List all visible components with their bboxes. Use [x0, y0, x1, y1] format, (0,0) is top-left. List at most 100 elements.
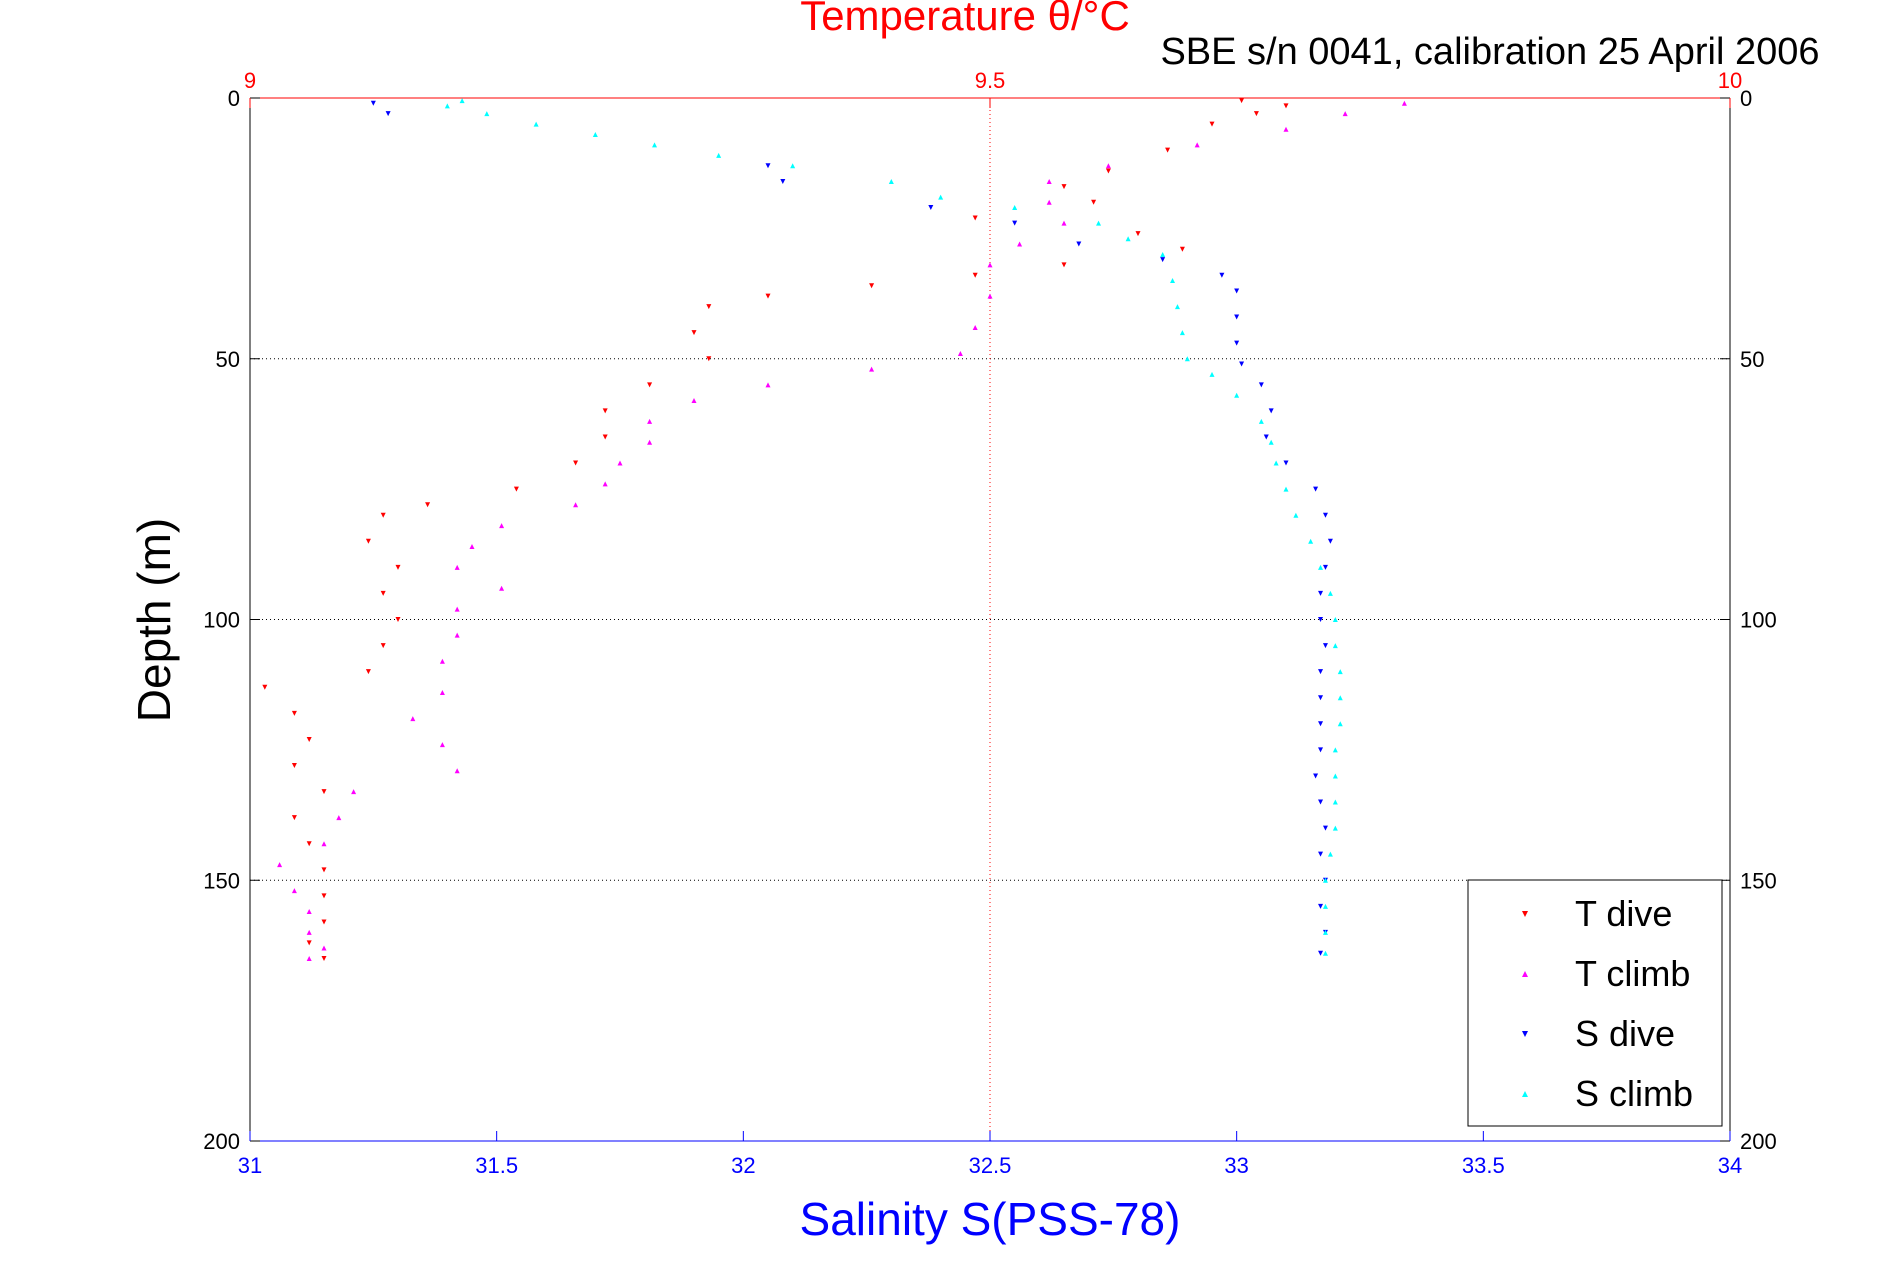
point-s-dive	[1318, 669, 1324, 675]
point-s-dive	[385, 111, 391, 117]
point-t-climb	[1017, 241, 1023, 247]
point-s-dive	[1318, 590, 1324, 596]
point-s-climb	[1318, 564, 1324, 570]
point-s-climb	[888, 178, 894, 184]
point-t-dive	[1253, 111, 1259, 117]
point-s-climb	[1179, 330, 1185, 336]
point-s-dive	[780, 178, 786, 184]
x-tick-label: 33.5	[1462, 1153, 1505, 1178]
point-t-dive	[291, 763, 297, 769]
point-t-dive	[706, 304, 712, 310]
point-s-climb	[1332, 825, 1338, 831]
point-t-dive	[365, 538, 371, 544]
point-t-climb	[1283, 126, 1289, 132]
x-axis-label: Salinity S(PSS-78)	[800, 1193, 1181, 1245]
point-t-dive	[306, 841, 312, 847]
point-t-dive	[306, 940, 312, 946]
point-t-climb	[617, 460, 623, 466]
legend-label-s-climb: S climb	[1575, 1073, 1693, 1114]
x-tick-label: 33	[1224, 1153, 1248, 1178]
point-t-climb	[987, 293, 993, 299]
point-t-dive	[380, 643, 386, 649]
point-t-climb	[454, 632, 460, 638]
point-t-dive	[972, 272, 978, 278]
point-s-climb	[1125, 236, 1131, 242]
point-t-dive	[602, 434, 608, 440]
y-tick-label: 100	[203, 608, 240, 633]
chart-title: Temperature θ/°C	[800, 0, 1130, 39]
point-t-climb	[1046, 178, 1052, 184]
point-s-climb	[1337, 695, 1343, 701]
legend-marker-t-climb	[1522, 971, 1528, 977]
point-t-dive	[395, 564, 401, 570]
point-s-dive	[1322, 564, 1328, 570]
legend-marker-t-dive	[1522, 911, 1528, 917]
point-s-climb	[1184, 356, 1190, 362]
point-s-dive	[1283, 460, 1289, 466]
point-s-dive	[1318, 851, 1324, 857]
point-s-climb	[938, 194, 944, 200]
point-t-climb	[439, 742, 445, 748]
point-t-climb	[1061, 220, 1067, 226]
point-s-climb	[1332, 773, 1338, 779]
point-s-climb	[1293, 512, 1299, 518]
point-s-climb	[1209, 371, 1215, 377]
legend-marker-s-climb	[1522, 1091, 1528, 1097]
x-tick-label: 32.5	[969, 1153, 1012, 1178]
point-t-dive	[1283, 103, 1289, 109]
point-t-climb	[972, 324, 978, 330]
y-tick-label-right: 100	[1740, 608, 1777, 633]
point-t-dive	[691, 330, 697, 336]
x-tick-label: 31.5	[475, 1153, 518, 1178]
point-t-climb	[410, 716, 416, 722]
point-t-climb	[602, 481, 608, 487]
point-t-dive	[1135, 231, 1141, 237]
point-s-climb	[652, 142, 658, 148]
point-s-dive	[1268, 408, 1274, 414]
point-s-climb	[1283, 486, 1289, 492]
x-tick-label: 32	[731, 1153, 755, 1178]
point-s-climb	[592, 132, 598, 138]
point-t-climb	[439, 690, 445, 696]
grid	[250, 98, 1730, 1141]
legend-label-t-dive: T dive	[1575, 893, 1672, 934]
point-t-climb	[351, 789, 357, 795]
point-t-climb	[454, 606, 460, 612]
point-s-dive	[1234, 288, 1240, 294]
point-t-dive	[1091, 199, 1097, 205]
point-s-dive	[1318, 903, 1324, 909]
point-t-dive	[291, 815, 297, 821]
point-t-dive	[321, 955, 327, 961]
point-s-dive	[1234, 314, 1240, 320]
point-t-climb	[1342, 111, 1348, 117]
chart-subtitle: SBE s/n 0041, calibration 25 April 2006	[1160, 31, 1819, 73]
y-tick-label: 0	[228, 86, 240, 111]
point-t-climb	[1046, 199, 1052, 205]
point-s-dive	[1258, 382, 1264, 388]
point-s-dive	[1318, 950, 1324, 956]
top-tick-label: 10	[1718, 68, 1742, 93]
point-s-dive	[1313, 773, 1319, 779]
point-t-climb	[336, 815, 342, 821]
point-s-dive	[928, 205, 934, 211]
legend: T dive T climb S dive S climb	[1467, 879, 1723, 1127]
point-t-climb	[691, 397, 697, 403]
point-s-climb	[1308, 538, 1314, 544]
point-t-climb	[499, 523, 505, 529]
point-s-climb	[533, 121, 539, 127]
point-t-dive	[869, 283, 875, 289]
point-t-climb	[439, 658, 445, 664]
point-s-climb	[1322, 929, 1328, 935]
y-tick-label: 200	[203, 1129, 240, 1154]
y-axis-label: Depth (m)	[128, 518, 180, 722]
legend-items: T dive T climb S dive S climb	[1522, 893, 1693, 1114]
legend-marker-s-dive	[1522, 1031, 1528, 1037]
point-t-climb	[1401, 100, 1407, 106]
point-s-climb	[1322, 903, 1328, 909]
point-s-climb	[484, 111, 490, 117]
legend-box	[1467, 879, 1723, 1127]
point-t-climb	[306, 909, 312, 915]
point-t-climb	[573, 502, 579, 508]
point-t-dive	[1165, 147, 1171, 153]
